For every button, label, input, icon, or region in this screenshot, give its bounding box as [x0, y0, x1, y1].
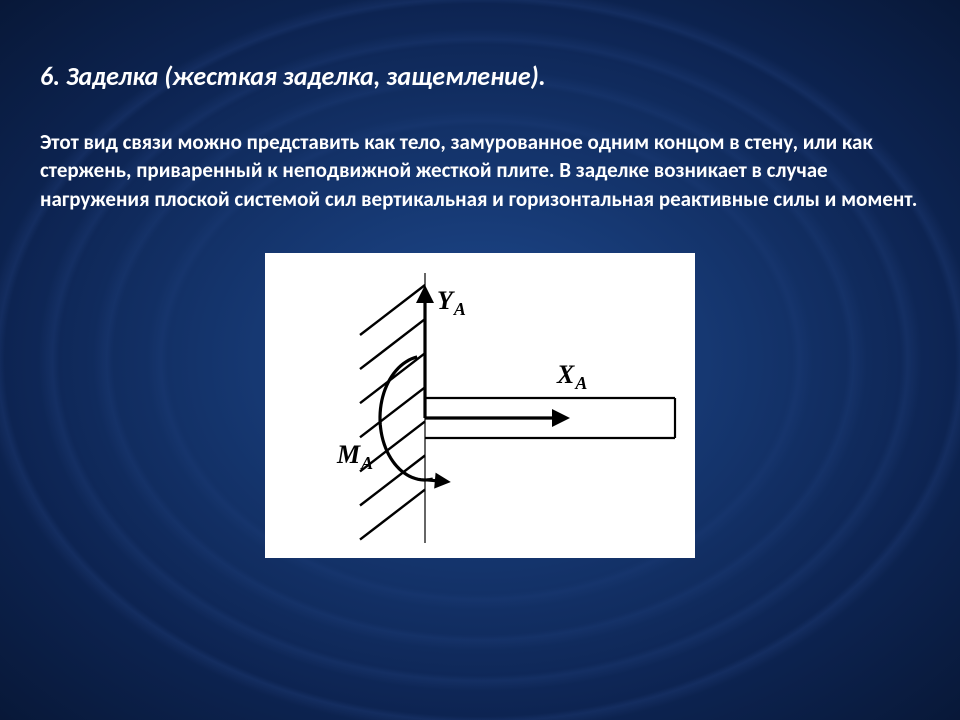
slide-title: 6. Заделка (жесткая заделка, защемление)…	[40, 60, 920, 92]
svg-text:XA: XA	[556, 360, 587, 393]
diagram-svg: YA XA MA	[265, 253, 695, 553]
svg-text:MA: MA	[336, 440, 373, 473]
fixed-support-diagram: YA XA MA	[265, 253, 695, 558]
figure-container: YA XA MA	[40, 253, 920, 558]
svg-text:YA: YA	[437, 286, 466, 319]
slide-paragraph: Этот вид связи можно представить как тел…	[40, 128, 920, 213]
slide-content: 6. Заделка (жесткая заделка, защемление)…	[0, 0, 960, 598]
